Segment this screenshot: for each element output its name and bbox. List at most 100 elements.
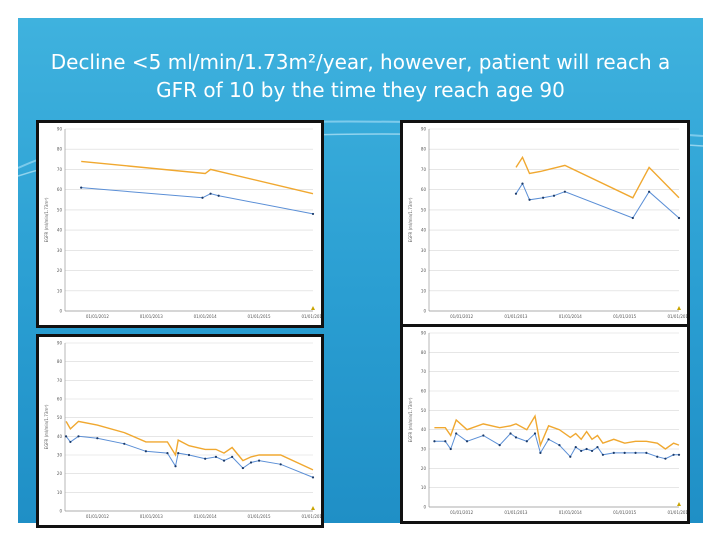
y-tick-label: 20 [57,471,63,476]
series-upper-line [81,160,314,195]
data-point [465,440,469,443]
data-point [558,444,561,447]
data-point [177,452,180,455]
data-point [623,451,626,454]
y-tick-label: 20 [421,466,427,471]
data-point [656,455,659,458]
data-point [547,438,550,441]
data-point [231,455,234,458]
y-tick-label: 30 [421,248,427,253]
y-tick-label: 50 [57,415,63,420]
data-point [433,440,436,443]
y-tick-label: 60 [421,187,427,192]
y-tick-label: 70 [57,167,63,172]
data-point [525,440,528,443]
y-tick-label: 90 [57,127,63,132]
data-point [648,190,651,193]
x-tick-label: 01/01/2014 [559,510,583,515]
data-point [590,449,594,453]
data-point [580,449,583,453]
slide-title-line2: GFR of 10 by the time they reach age 90 [156,78,565,102]
series-lower-line [515,182,680,219]
x-tick-label: 01/01/2014 [559,314,583,319]
x-tick-label: 01/01/2016 [667,314,687,319]
data-point [521,182,524,185]
y-tick-label: 90 [421,127,427,132]
data-point [552,194,556,197]
x-tick-label: 01/01/2015 [613,314,637,319]
data-point [144,450,147,453]
data-point [539,451,542,454]
data-point [482,434,485,437]
chart-top-right: 0 10 20 30 40 50 60 70 80 90 EGFR (ml/min/1.73m²) 0… [400,120,690,328]
y-tick-label: 70 [421,369,427,374]
warning-marker-icon [677,502,681,506]
y-tick-label: 90 [421,331,427,336]
data-point [201,196,204,199]
data-point [187,453,191,457]
x-tick-label: 01/01/2013 [140,314,164,319]
y-axis-label: EGFR (ml/min/1.73m²) [408,397,413,442]
data-point [209,192,212,195]
data-point [664,457,667,460]
y-tick-label: 60 [57,187,63,192]
x-tick-label: 01/01/2013 [140,514,164,519]
chart-bottom-left: 0 10 20 30 40 50 60 70 80 90 EGFR (ml/min/1.73m²) 0… [36,334,324,528]
y-tick-label: 50 [421,408,427,413]
y-axis-label: EGFR (ml/min/1.73m²) [44,404,49,449]
data-point [77,435,80,438]
data-point [645,451,648,454]
x-tick-label: 01/01/2015 [248,514,272,519]
x-tick-label: 01/01/2012 [450,314,474,319]
data-point [214,455,218,458]
x-tick-label: 01/01/2016 [301,314,321,319]
data-point [249,461,253,464]
y-tick-label: 80 [421,350,427,355]
y-tick-label: 20 [57,268,63,273]
data-point [80,186,83,189]
y-tick-label: 10 [421,288,427,293]
y-tick-label: 10 [57,490,63,495]
data-point [574,445,577,449]
data-point [677,453,681,456]
x-tick-label: 01/01/2014 [194,514,218,519]
y-tick-label: 50 [57,207,63,212]
chart-top-left-svg: 0 10 20 30 40 50 60 70 80 90 EGFR (ml/min/1.73m²) 0… [44,127,321,320]
y-tick-label: 0 [59,509,62,514]
series-lower-line [65,435,314,478]
y-axis-label: EGFR (ml/min/1.73m²) [44,197,49,242]
y-tick-label: 40 [421,427,427,432]
y-tick-label: 40 [57,228,63,233]
y-tick-label: 60 [421,389,427,394]
data-point [569,455,572,458]
data-point [222,459,226,462]
data-point [455,432,458,435]
data-point [241,466,245,470]
warning-marker-icon [677,306,681,310]
data-point [563,190,566,193]
y-axis-label: EGFR (ml/min/1.73m²) [408,197,413,242]
x-tick-label: 01/01/2012 [86,314,110,319]
data-point [498,444,501,447]
data-point [64,435,68,438]
chart-bottom-right-svg: 0 10 20 30 40 50 60 70 80 90 EGFR (ml/min/1.73m²) 0… [408,331,687,516]
data-point [311,476,315,479]
series-lower-line [434,432,679,460]
x-tick-label: 01/01/2012 [450,510,474,515]
y-tick-label: 30 [57,248,63,253]
series-upper-line [65,420,314,471]
data-point [634,451,637,454]
y-tick-label: 0 [423,505,426,510]
data-point [311,212,315,216]
y-tick-label: 20 [421,268,427,273]
y-tick-label: 40 [421,228,427,233]
series-upper-line [434,414,680,450]
data-point [444,440,447,443]
data-point [631,216,634,220]
data-point [672,453,675,456]
slide-title-line1: Decline <5 ml/min/1.73m²/year, however, … [50,50,671,74]
y-tick-label: 80 [57,359,63,364]
series-upper-line [515,155,680,199]
data-point [123,442,126,445]
y-tick-label: 70 [57,378,63,383]
